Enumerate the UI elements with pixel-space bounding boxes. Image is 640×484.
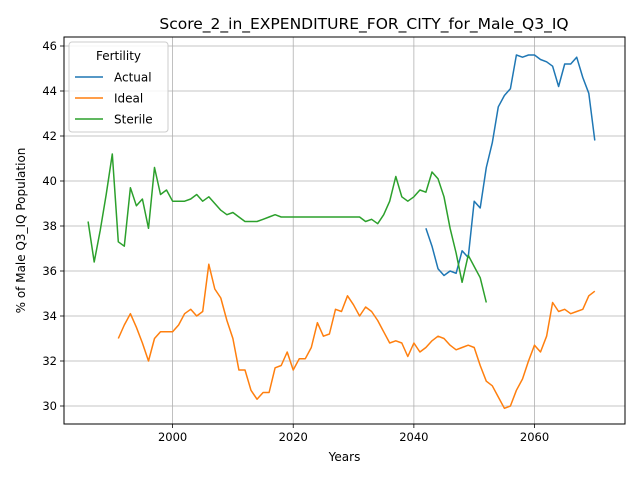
legend-title: Fertility [96,49,141,63]
series-line-actual [425,54,596,277]
x-axis: 2000 2020 2040 2060 [158,424,549,444]
chart-title: Score_2_in_EXPENDITURE_FOR_CITY_for_Male… [159,15,568,34]
y-tick-label: 36 [42,264,57,278]
legend-label-ideal: Ideal [114,92,143,106]
series-lines [87,54,596,410]
y-tick-label: 42 [42,129,57,143]
x-tick-label: 2040 [399,430,428,444]
y-axis: 30 32 34 36 38 40 42 44 46 [42,39,64,413]
x-tick-label: 2060 [520,430,549,444]
legend-box [68,41,169,133]
plot-area-frame [63,36,626,425]
x-axis-label: Years [328,450,361,464]
x-tick-label: 2020 [279,430,308,444]
grid [64,37,625,424]
y-tick-label: 30 [42,399,57,413]
y-tick-label: 46 [42,39,57,53]
legend: Fertility Actual Ideal Sterile [68,41,169,133]
series-line-sterile [87,153,488,303]
legend-entries: Actual Ideal Sterile [75,71,153,127]
y-tick-label: 38 [42,219,57,233]
y-tick-label: 32 [42,354,57,368]
y-axis-label: % of Male Q3_IQ Population [14,148,28,314]
legend-label-actual: Actual [114,71,152,85]
y-tick-label: 40 [42,174,57,188]
y-tick-label: 44 [42,84,57,98]
y-tick-label: 34 [42,309,57,323]
legend-label-sterile: Sterile [114,113,153,127]
x-tick-label: 2000 [158,430,187,444]
series-line-ideal [117,263,596,410]
